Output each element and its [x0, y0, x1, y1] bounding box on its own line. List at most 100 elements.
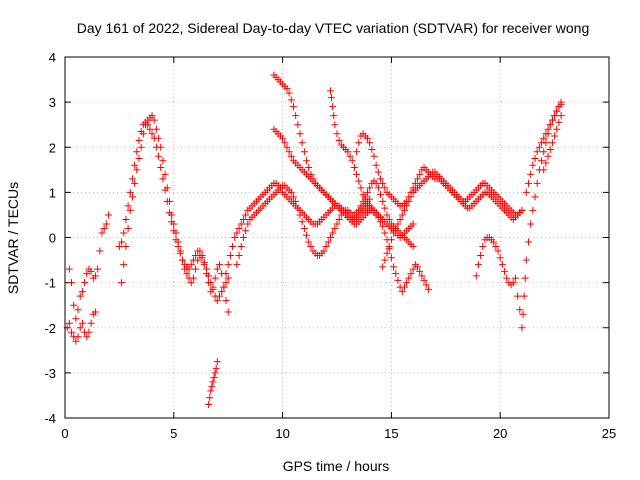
data-point	[189, 256, 197, 264]
y-tick-label: 0	[49, 231, 56, 246]
data-point	[385, 215, 393, 223]
series-track-e	[205, 358, 221, 408]
data-point	[405, 197, 413, 205]
data-point	[409, 220, 417, 228]
data-point	[128, 193, 136, 201]
data-point	[165, 209, 173, 217]
x-tick-label: 0	[61, 426, 68, 441]
data-point	[296, 211, 304, 219]
data-point	[205, 272, 213, 280]
data-point	[540, 166, 548, 174]
data-point	[209, 378, 217, 386]
data-point	[152, 125, 160, 133]
data-point	[294, 204, 302, 212]
data-point	[83, 270, 91, 278]
data-point	[91, 308, 99, 316]
data-point	[144, 121, 152, 129]
data-point	[183, 270, 191, 278]
data-point	[137, 143, 145, 151]
data-point	[209, 285, 217, 293]
data-point	[296, 130, 304, 138]
x-axis-label: GPS time / hours	[283, 458, 390, 474]
data-point	[326, 87, 334, 95]
data-point	[298, 139, 306, 147]
data-point	[170, 227, 178, 235]
data-point	[405, 274, 413, 282]
data-point	[72, 315, 80, 323]
data-point	[76, 324, 84, 332]
data-point	[213, 265, 221, 273]
data-point	[213, 358, 221, 366]
data-point	[118, 279, 126, 287]
data-point	[196, 247, 204, 255]
data-point	[335, 136, 343, 144]
data-point	[163, 197, 171, 205]
data-point	[424, 285, 432, 293]
data-point	[533, 148, 541, 156]
x-tick-label: 20	[493, 426, 507, 441]
data-point	[400, 206, 408, 214]
data-point	[102, 220, 110, 228]
data-point	[148, 130, 156, 138]
data-point	[96, 247, 104, 255]
series-track-c	[118, 112, 232, 316]
data-point	[398, 288, 406, 296]
data-point	[377, 191, 385, 199]
data-point	[68, 328, 76, 336]
data-point	[326, 234, 334, 241]
data-point	[320, 247, 328, 255]
data-point	[211, 274, 219, 282]
data-point	[553, 125, 561, 133]
data-point	[522, 256, 530, 264]
data-point	[179, 256, 187, 264]
data-point	[379, 222, 387, 230]
data-point	[555, 118, 563, 126]
data-point	[477, 252, 485, 260]
data-point	[207, 279, 215, 287]
data-point	[542, 159, 550, 167]
data-point	[135, 155, 143, 163]
y-tick-label: -4	[44, 411, 56, 426]
data-point	[531, 155, 539, 163]
data-point	[387, 236, 395, 244]
data-point	[363, 188, 371, 196]
data-point	[553, 107, 561, 115]
data-point	[368, 146, 376, 154]
data-point	[215, 292, 223, 300]
data-point	[346, 152, 354, 160]
data-point	[155, 152, 163, 160]
data-point	[407, 193, 415, 201]
data-point	[289, 103, 297, 111]
data-point	[535, 143, 543, 151]
data-point	[213, 297, 221, 305]
data-point	[503, 274, 511, 282]
data-point	[374, 168, 382, 176]
data-point	[520, 292, 528, 300]
data-point	[524, 179, 532, 187]
data-point	[298, 218, 306, 226]
data-point	[527, 170, 535, 178]
data-point	[511, 274, 519, 282]
x-tick-label: 15	[384, 426, 398, 441]
data-point	[122, 243, 130, 251]
data-point	[557, 112, 565, 120]
data-point	[414, 263, 422, 271]
data-point	[150, 134, 158, 142]
data-point	[105, 211, 113, 219]
data-point	[357, 202, 365, 210]
data-point	[524, 238, 532, 246]
series-track-j	[326, 87, 385, 221]
data-points	[63, 71, 565, 408]
data-point	[522, 188, 530, 196]
data-point	[192, 265, 200, 273]
data-point	[152, 143, 160, 151]
data-point	[383, 249, 391, 257]
data-point	[207, 387, 215, 395]
data-point	[128, 175, 136, 183]
data-point	[185, 265, 193, 273]
data-point	[300, 148, 308, 156]
data-point	[394, 276, 402, 284]
data-point	[85, 328, 93, 336]
data-point	[498, 261, 506, 269]
data-point	[403, 279, 411, 287]
